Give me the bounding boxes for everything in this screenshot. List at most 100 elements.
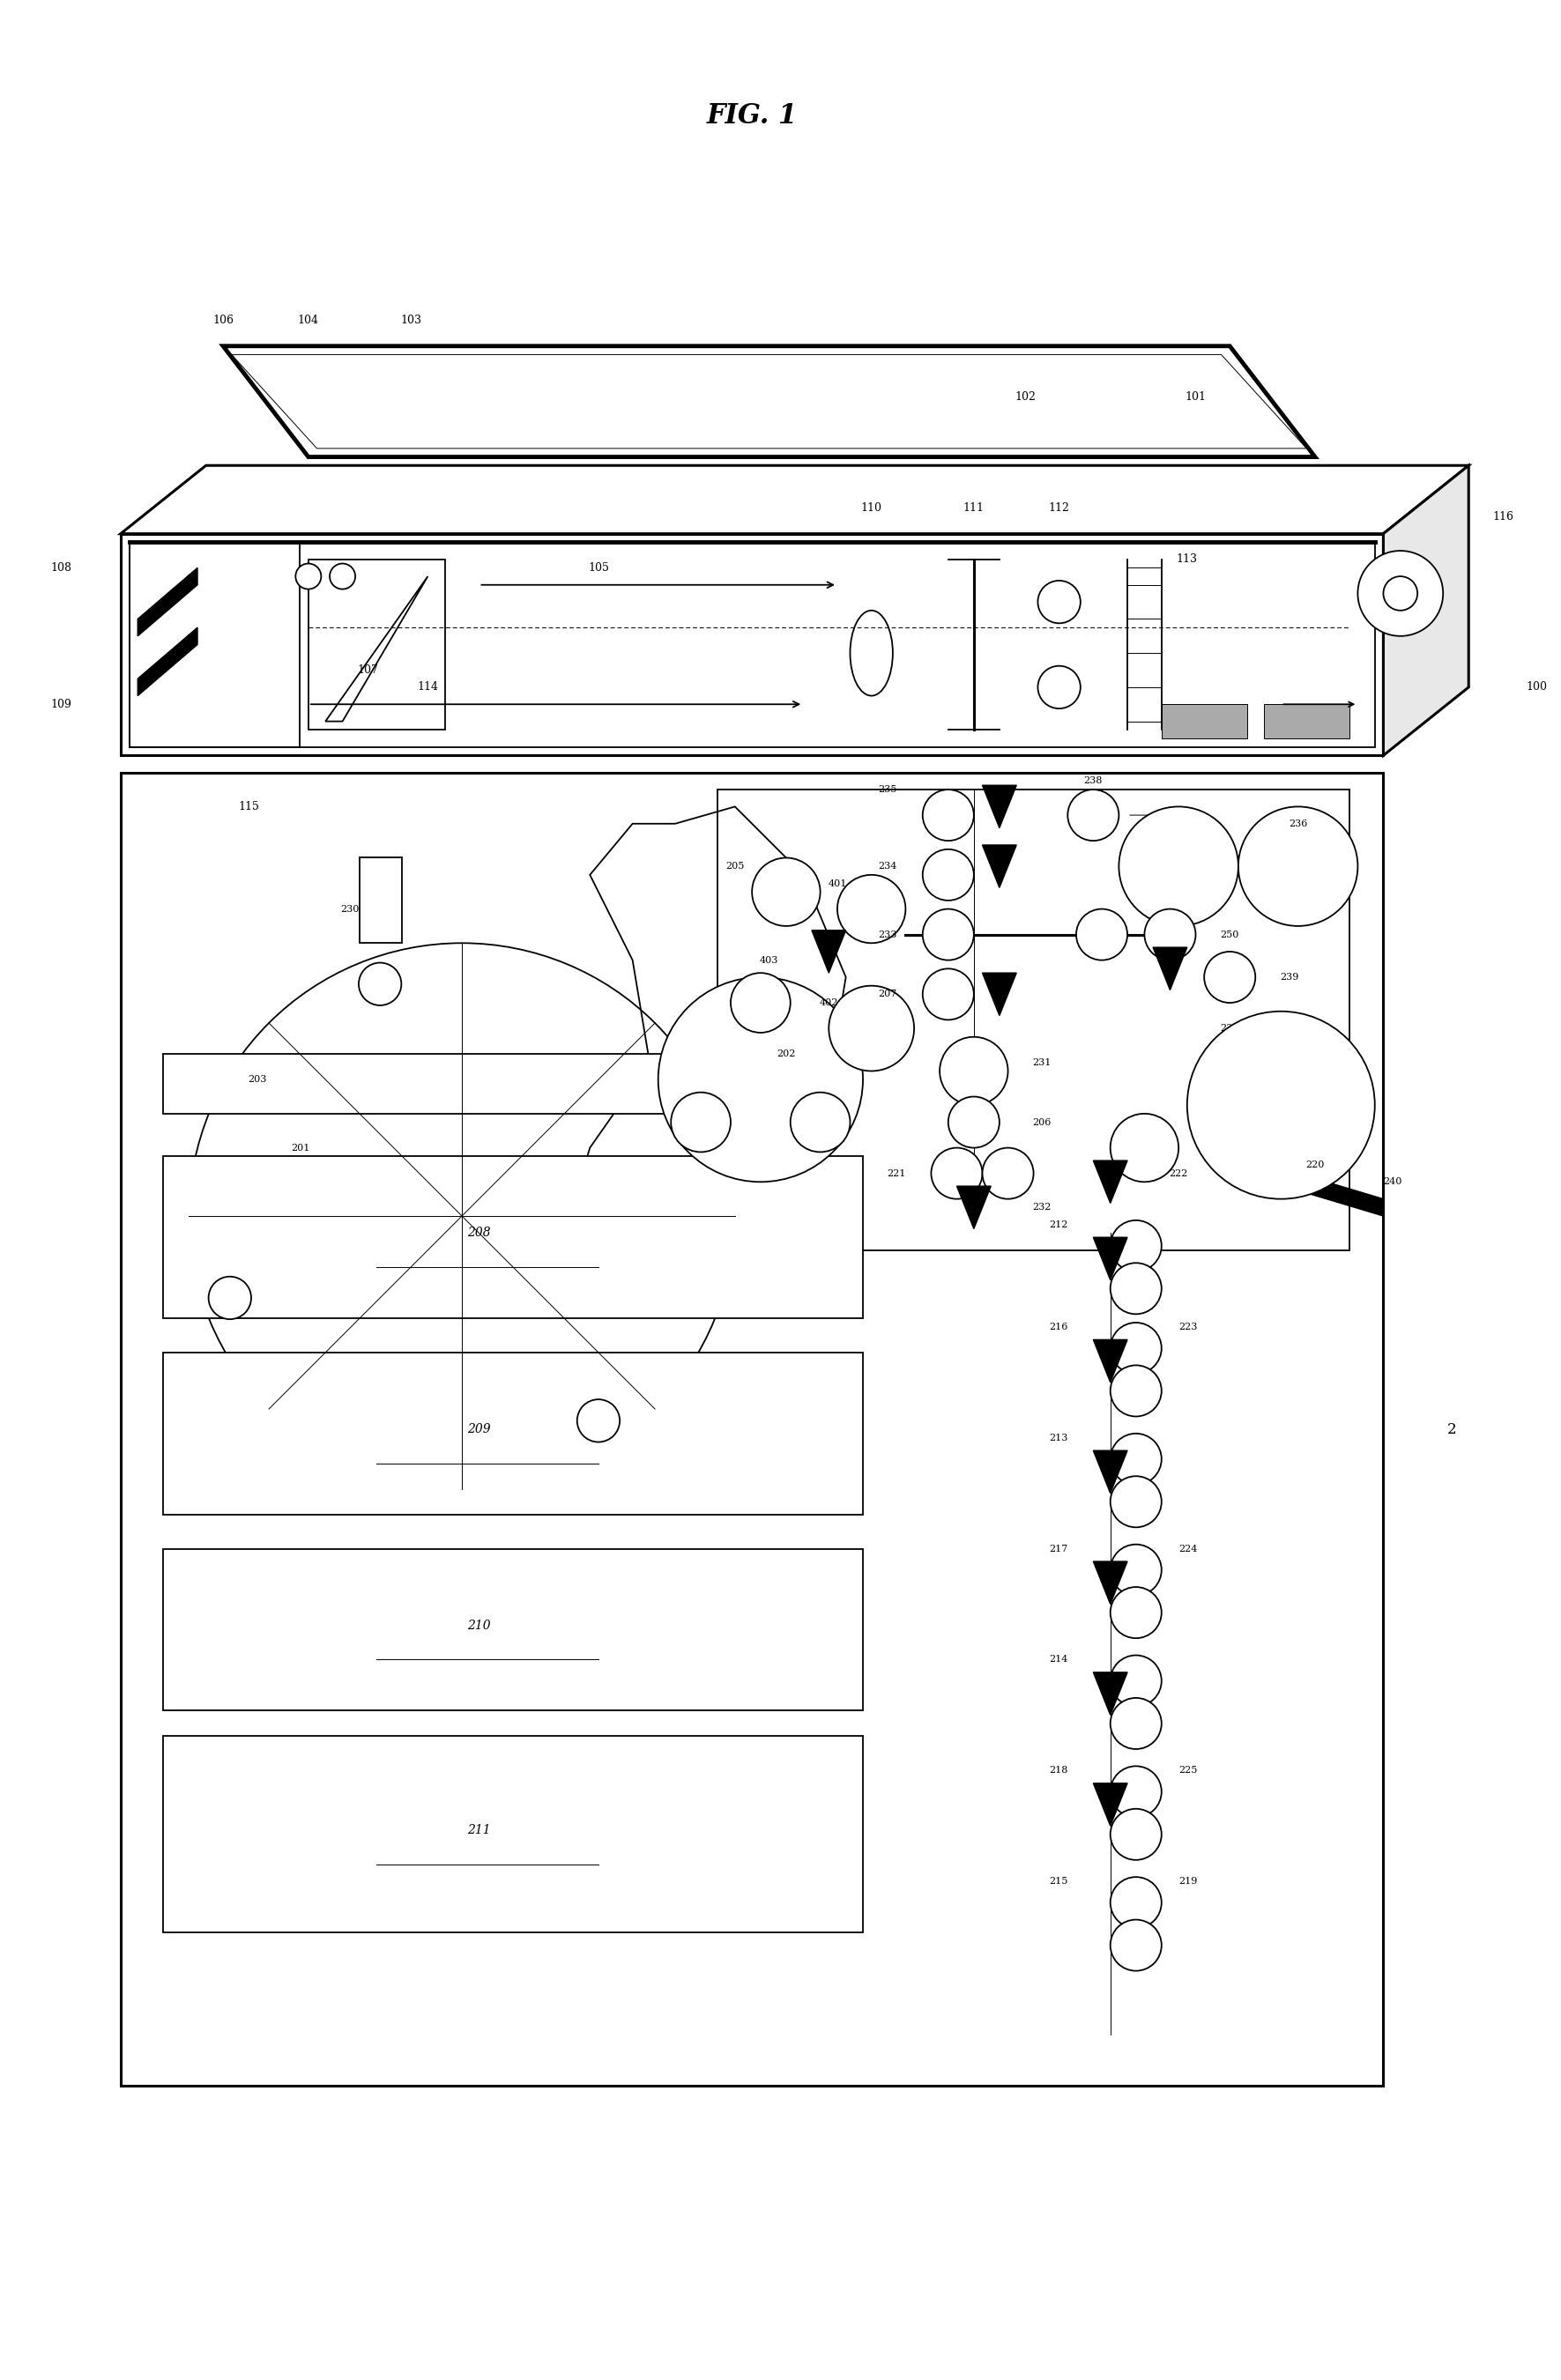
Text: 238: 238 xyxy=(1083,776,1102,785)
Bar xyxy=(120,533,1383,754)
Circle shape xyxy=(659,978,863,1183)
Text: 207: 207 xyxy=(879,990,898,1000)
Text: 116: 116 xyxy=(1492,512,1513,521)
Circle shape xyxy=(578,1399,620,1442)
Text: 210: 210 xyxy=(467,1618,490,1633)
Text: 214: 214 xyxy=(1049,1654,1068,1664)
Text: 201: 201 xyxy=(292,1142,311,1152)
Circle shape xyxy=(1110,1221,1161,1271)
Circle shape xyxy=(1110,1766,1161,1818)
Text: 115: 115 xyxy=(239,802,259,812)
Text: 219: 219 xyxy=(1179,1878,1197,1885)
Polygon shape xyxy=(1093,1673,1127,1716)
Circle shape xyxy=(1110,1264,1161,1314)
Text: 103: 103 xyxy=(400,314,421,326)
Circle shape xyxy=(1068,790,1119,840)
Polygon shape xyxy=(223,345,1314,457)
Polygon shape xyxy=(1093,1161,1127,1204)
Text: 108: 108 xyxy=(50,562,72,574)
Text: 240: 240 xyxy=(1383,1178,1402,1185)
Polygon shape xyxy=(982,845,1016,888)
Circle shape xyxy=(1110,1433,1161,1485)
Text: 217: 217 xyxy=(1049,1545,1068,1554)
Polygon shape xyxy=(325,576,428,721)
Text: 236: 236 xyxy=(1288,819,1308,828)
Circle shape xyxy=(1110,1809,1161,1859)
Circle shape xyxy=(923,909,974,959)
Polygon shape xyxy=(957,1185,991,1228)
Text: 235: 235 xyxy=(879,785,898,795)
Polygon shape xyxy=(982,973,1016,1016)
Text: 215: 215 xyxy=(1049,1878,1068,1885)
Circle shape xyxy=(359,962,401,1004)
Circle shape xyxy=(923,790,974,840)
Circle shape xyxy=(1238,807,1358,926)
Text: FIG. 1: FIG. 1 xyxy=(707,102,798,129)
Text: 239: 239 xyxy=(1280,973,1299,981)
Polygon shape xyxy=(1093,1340,1127,1383)
Text: 203: 203 xyxy=(248,1076,267,1083)
Circle shape xyxy=(329,564,356,590)
Text: 250: 250 xyxy=(1221,931,1239,940)
Text: 237: 237 xyxy=(1221,1023,1239,1033)
Text: 100: 100 xyxy=(1527,681,1547,693)
Text: 106: 106 xyxy=(212,314,234,326)
Circle shape xyxy=(1110,1921,1161,1971)
Circle shape xyxy=(1110,1114,1179,1183)
Circle shape xyxy=(1110,1878,1161,1928)
Circle shape xyxy=(1110,1545,1161,1595)
Text: 206: 206 xyxy=(1033,1119,1052,1126)
Text: 208: 208 xyxy=(467,1228,490,1240)
Text: 402: 402 xyxy=(820,997,838,1007)
Circle shape xyxy=(1383,576,1417,609)
Text: 104: 104 xyxy=(298,314,318,326)
Polygon shape xyxy=(137,628,197,695)
Polygon shape xyxy=(120,466,1469,533)
Polygon shape xyxy=(1093,1449,1127,1492)
Bar xyxy=(164,1352,863,1514)
Circle shape xyxy=(1038,581,1080,624)
Circle shape xyxy=(671,1092,731,1152)
Text: 222: 222 xyxy=(1169,1169,1188,1178)
Circle shape xyxy=(1110,1587,1161,1637)
Text: 107: 107 xyxy=(357,664,379,676)
Text: 224: 224 xyxy=(1179,1545,1197,1554)
Text: 101: 101 xyxy=(1185,390,1207,402)
Text: 209: 209 xyxy=(467,1423,490,1435)
Polygon shape xyxy=(1383,466,1469,754)
Text: 220: 220 xyxy=(1305,1161,1324,1169)
Circle shape xyxy=(1144,909,1196,959)
Text: 211: 211 xyxy=(467,1823,490,1837)
Text: 225: 225 xyxy=(1179,1766,1197,1775)
Bar xyxy=(309,559,445,731)
Bar xyxy=(130,543,300,747)
Text: 102: 102 xyxy=(1015,390,1035,402)
Circle shape xyxy=(1110,1697,1161,1749)
Bar xyxy=(130,543,1375,747)
Circle shape xyxy=(932,1147,982,1200)
Polygon shape xyxy=(1093,1561,1127,1604)
Bar xyxy=(164,1054,726,1114)
Text: 401: 401 xyxy=(827,878,846,888)
Circle shape xyxy=(731,973,790,1033)
Text: 113: 113 xyxy=(1177,555,1197,564)
Circle shape xyxy=(752,857,820,926)
Bar xyxy=(718,790,1349,1250)
Circle shape xyxy=(1038,666,1080,709)
Circle shape xyxy=(837,876,905,942)
Circle shape xyxy=(209,1276,251,1319)
Text: 223: 223 xyxy=(1179,1323,1197,1330)
Text: 105: 105 xyxy=(588,562,609,574)
Circle shape xyxy=(1358,550,1442,635)
Bar xyxy=(1264,704,1349,738)
Text: 218: 218 xyxy=(1049,1766,1068,1775)
Circle shape xyxy=(1186,1012,1375,1200)
Text: 202: 202 xyxy=(777,1050,796,1059)
Text: 403: 403 xyxy=(760,957,779,964)
Text: 230: 230 xyxy=(340,904,359,914)
Circle shape xyxy=(923,969,974,1021)
Circle shape xyxy=(1119,807,1238,926)
Circle shape xyxy=(295,564,322,590)
Text: 232: 232 xyxy=(1033,1202,1052,1211)
Polygon shape xyxy=(982,785,1016,828)
